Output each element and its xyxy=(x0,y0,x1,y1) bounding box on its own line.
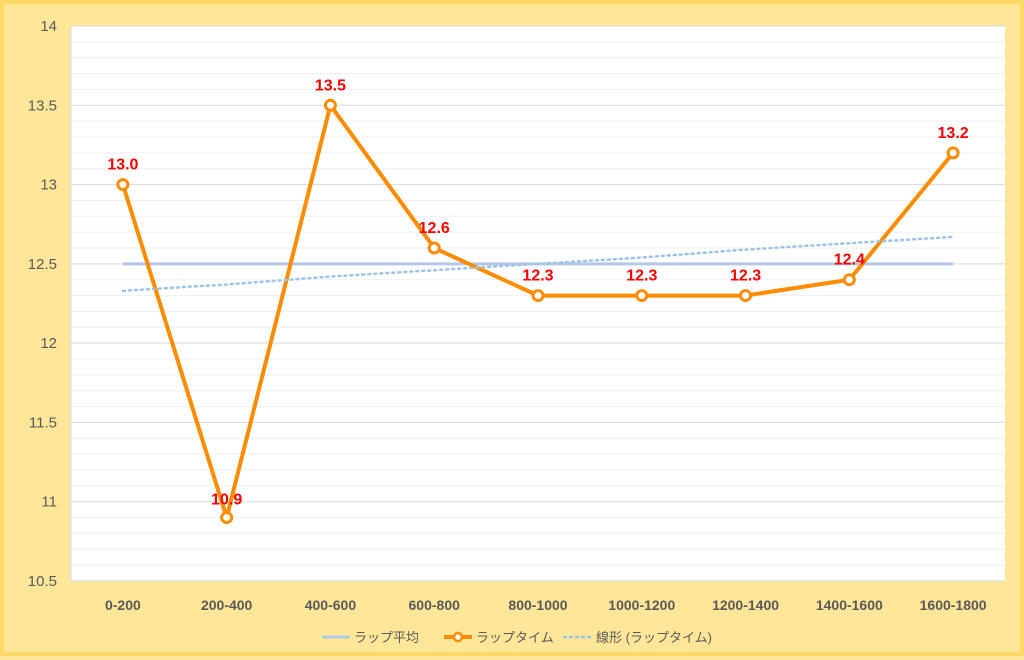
y-tick-label: 10.5 xyxy=(28,573,57,590)
data-label: 13.5 xyxy=(315,77,346,94)
data-label: 12.3 xyxy=(730,268,761,285)
data-point-marker xyxy=(635,289,649,303)
y-tick-label: 14 xyxy=(40,18,57,35)
legend: ラップ平均 ラップタイム 線形 (ラップタイム) xyxy=(322,630,712,645)
series-line-2 xyxy=(121,235,955,293)
data-label: 10.9 xyxy=(211,492,242,509)
legend-label-0: ラップ平均 xyxy=(354,630,419,645)
y-tick-label: 11 xyxy=(41,494,57,511)
data-point-marker xyxy=(220,511,234,525)
y-tick-label: 12 xyxy=(40,335,57,352)
x-tick-label: 1400-1600 xyxy=(816,597,883,613)
legend-marker xyxy=(452,631,464,643)
data-point-marker xyxy=(946,146,960,160)
x-tick-label: 1600-1800 xyxy=(920,597,987,613)
line-chart: 10.5 11 11.5 12 12.5 13 13.5 14 0-200 200-400 400-… xyxy=(28,18,1005,645)
data-point-marker xyxy=(842,273,856,287)
plot-area xyxy=(71,26,1005,581)
y-tick-label: 11.5 xyxy=(29,414,57,431)
x-tick-label: 600-800 xyxy=(409,597,461,613)
y-tick-label: 13.5 xyxy=(28,97,57,114)
data-label: 13.0 xyxy=(107,157,138,174)
axes: 10.5 11 11.5 12 12.5 13 13.5 14 0-200 200-400 400-… xyxy=(28,18,987,613)
series xyxy=(116,98,960,525)
data-point-marker xyxy=(739,289,753,303)
x-tick-label: 200-400 xyxy=(201,597,253,613)
data-point-marker xyxy=(427,241,441,255)
data-point-marker xyxy=(323,98,337,112)
x-tick-label: 0-200 xyxy=(105,597,141,613)
x-tick-label: 400-600 xyxy=(305,597,357,613)
data-labels: 13.0 10.9 13.5 12.6 12.3 12.3 12.3 12.4 13.2 xyxy=(107,77,968,508)
x-tick-label: 1000-1200 xyxy=(608,597,675,613)
data-label: 12.3 xyxy=(522,268,553,285)
y-tick-label: 13 xyxy=(40,177,57,194)
data-point-marker xyxy=(531,289,545,303)
legend-label-2: 線形 (ラップタイム) xyxy=(596,630,712,645)
x-tick-label: 1200-1400 xyxy=(712,597,779,613)
data-label: 12.4 xyxy=(834,252,865,269)
y-tick-label: 12.5 xyxy=(28,256,57,273)
data-label: 12.3 xyxy=(626,268,657,285)
legend-label-1: ラップタイム xyxy=(476,630,554,645)
data-label: 12.6 xyxy=(419,220,450,237)
data-point-marker xyxy=(116,178,130,192)
x-tick-label: 800-1000 xyxy=(508,597,567,613)
data-label: 13.2 xyxy=(938,125,969,142)
